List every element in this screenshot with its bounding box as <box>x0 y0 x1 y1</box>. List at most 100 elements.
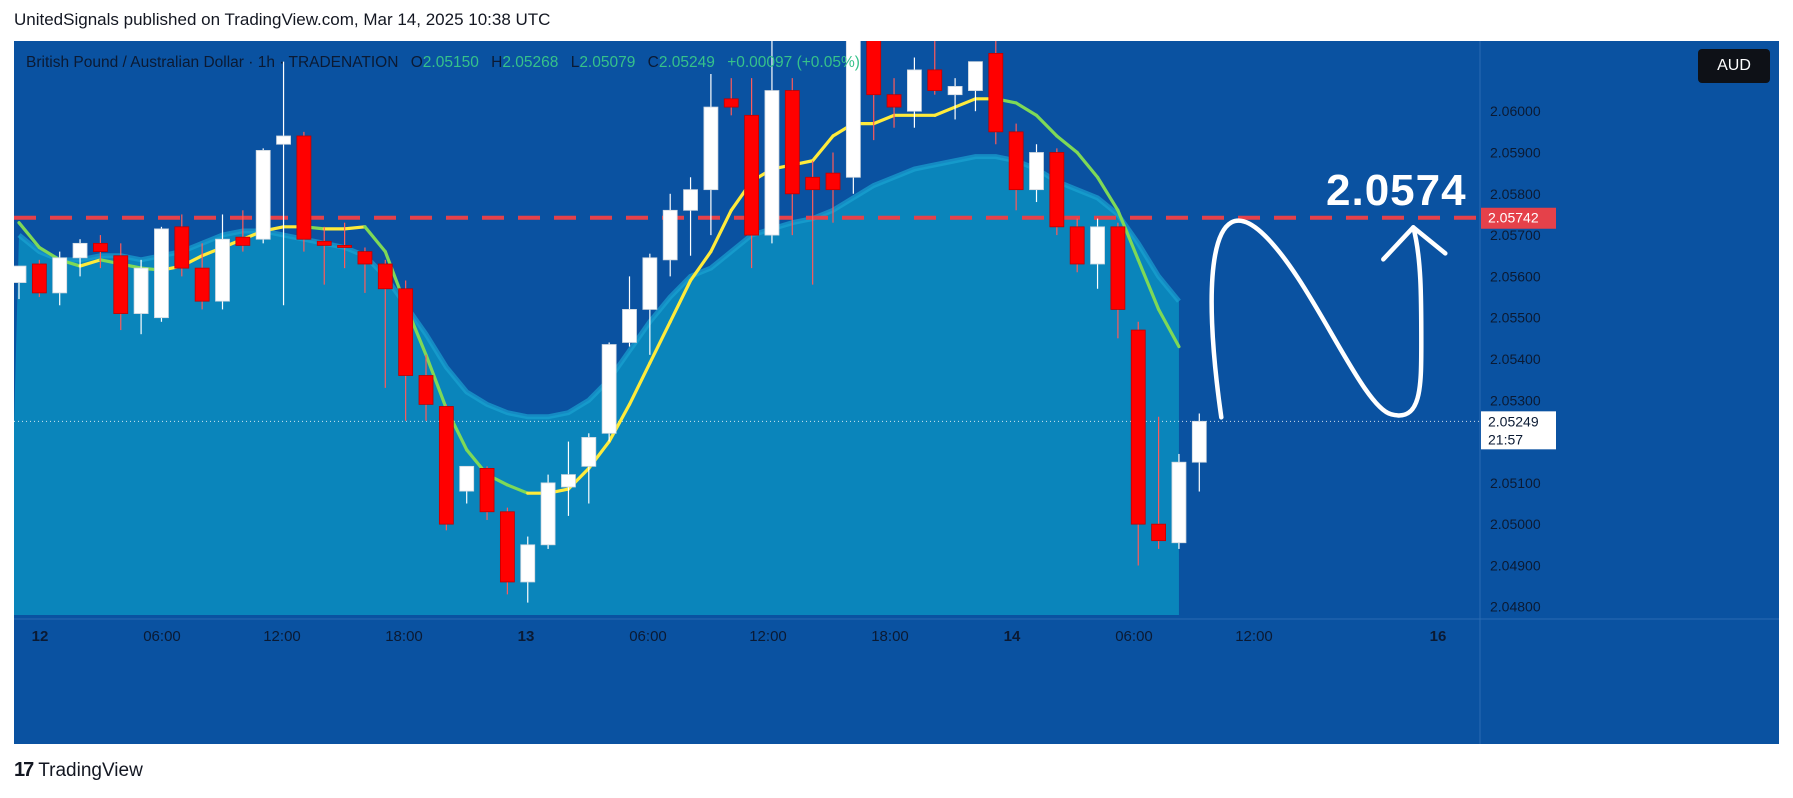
bull-candle <box>968 61 983 91</box>
moving-average-segment <box>607 402 632 444</box>
y-tick-label: 2.04800 <box>1490 599 1541 615</box>
bear-candle <box>744 114 759 236</box>
bull-candle <box>255 150 271 240</box>
y-tick-label: 2.05900 <box>1490 144 1541 160</box>
bull-candle <box>1029 152 1044 191</box>
bull-candle <box>907 69 922 112</box>
candles-layer <box>14 41 1207 603</box>
open-label: O <box>410 54 423 71</box>
bull-candle <box>520 544 536 583</box>
bull-candle <box>601 344 617 434</box>
bear-candle <box>499 511 515 583</box>
bear-candle <box>886 94 902 108</box>
close-label: C <box>647 54 659 71</box>
x-tick-label: 13 <box>518 628 535 645</box>
projection-curve <box>1209 218 1424 420</box>
bear-candle <box>866 41 882 96</box>
bull-candle <box>276 135 291 145</box>
bull-candle <box>703 106 719 191</box>
bull-candle <box>72 242 88 259</box>
tradingview-logo-icon: 17 <box>14 759 34 781</box>
bear-candle <box>805 176 821 191</box>
tradingview-logo[interactable]: 17 TradingView <box>14 759 143 782</box>
symbol-legend: British Pound / Australian Dollar · 1h ·… <box>26 54 860 72</box>
bear-candle <box>316 240 332 246</box>
low-label: L <box>570 54 580 71</box>
last-price-label: 2.05249 <box>1488 413 1539 429</box>
bull-candle <box>133 267 149 314</box>
x-tick-label: 06:00 <box>629 628 667 645</box>
bear-candle <box>93 242 108 253</box>
x-tick-label: 12:00 <box>263 628 301 645</box>
bull-candle <box>845 41 861 178</box>
close-value: 2.05249 <box>658 54 715 71</box>
bull-candle <box>1171 461 1187 544</box>
x-tick-label: 18:00 <box>871 628 909 645</box>
target-price-tag <box>1481 207 1556 229</box>
y-tick-label: 2.05100 <box>1490 475 1541 491</box>
bull-candle <box>683 189 698 211</box>
chart-panel[interactable]: 2.048002.049002.050002.051002.052002.053… <box>14 41 1779 744</box>
x-tick-label: 12:00 <box>749 628 787 645</box>
moving-average-segment <box>505 483 530 495</box>
moving-average-segment <box>78 258 103 268</box>
bear-candle <box>1151 523 1166 542</box>
bull-candle <box>52 257 68 294</box>
moving-average-segment <box>811 134 835 163</box>
moving-average-segment <box>424 353 448 411</box>
bull-candle <box>581 437 597 467</box>
projection-arrowhead <box>1381 225 1448 262</box>
moving-average-segment <box>627 361 652 406</box>
bull-candle <box>662 209 678 261</box>
bear-candle <box>1130 329 1146 525</box>
bull-candle <box>14 265 27 283</box>
high-label: H <box>491 54 503 71</box>
bear-candle <box>1008 131 1024 191</box>
moving-average-segment <box>709 208 733 254</box>
bull-candle <box>642 257 658 310</box>
bear-candle <box>825 172 841 191</box>
candlestick-chart[interactable]: 2.048002.049002.050002.051002.052002.053… <box>14 41 1779 744</box>
bear-candle <box>1049 152 1065 228</box>
target-price-label: 2.05742 <box>1488 210 1539 226</box>
moving-average-segment <box>1075 150 1100 179</box>
bear-candle <box>418 375 434 405</box>
band-area <box>14 156 1179 615</box>
x-tick-label: 12:00 <box>1235 628 1273 645</box>
bear-candle <box>31 263 47 294</box>
bull-candle <box>561 474 576 488</box>
band-layer <box>14 154 1181 615</box>
tradingview-brand: TradingView <box>38 759 143 781</box>
moving-average-segment <box>953 97 978 109</box>
bear-candle <box>174 226 190 269</box>
bull-candle <box>215 238 230 302</box>
bear-candle <box>194 267 210 302</box>
moving-average-segment <box>668 278 693 324</box>
countdown-label: 21:57 <box>1488 431 1523 447</box>
drawing-layer: 2.0574 <box>1209 166 1467 420</box>
bear-candle <box>927 69 943 91</box>
moving-average-segment <box>17 221 41 250</box>
bull-candle <box>1191 420 1207 463</box>
axis-layer: 2.048002.049002.050002.051002.052002.053… <box>14 41 1779 744</box>
price-label-layer: 2.05742 2.05249 21:57 <box>1481 207 1556 450</box>
y-tick-label: 2.06000 <box>1490 103 1541 119</box>
x-tick-label: 06:00 <box>143 628 181 645</box>
bear-candle <box>377 263 393 290</box>
band-edge-line <box>17 154 1181 420</box>
x-tick-label: 12 <box>32 628 49 645</box>
last-price-tag <box>1481 411 1556 450</box>
y-tick-label: 2.05600 <box>1490 268 1541 284</box>
bear-candle <box>296 135 312 240</box>
x-tick-label: 16 <box>1430 628 1447 645</box>
target-annotation-text: 2.0574 <box>1326 166 1467 215</box>
moving-average-segment <box>363 225 387 254</box>
low-value: 2.05079 <box>579 54 636 71</box>
change-value: +0.00097 (+0.05%) <box>727 54 860 71</box>
bear-candle <box>988 52 1004 133</box>
y-tick-label: 2.05800 <box>1490 186 1541 202</box>
symbol-name: British Pound / Australian Dollar · 1h ·… <box>26 54 399 71</box>
currency-badge[interactable]: AUD <box>1698 49 1770 83</box>
moving-average-segment <box>343 225 367 231</box>
y-tick-label: 2.05300 <box>1490 392 1541 408</box>
